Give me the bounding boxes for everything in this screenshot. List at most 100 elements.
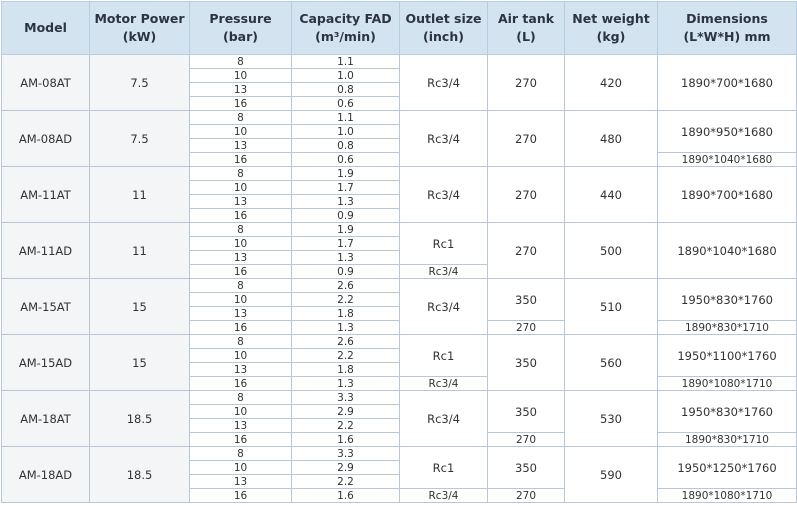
column-header: Dimensions (L*W*H) mm — [657, 1, 797, 55]
column-header: Air tank (L) — [487, 1, 565, 55]
capacity: 2.2 — [291, 292, 400, 307]
model: AM-18AT — [1, 390, 90, 447]
pressure: 8 — [189, 278, 292, 293]
pressure: 13 — [189, 306, 292, 321]
air-tank: 350 — [487, 334, 565, 391]
capacity: 2.2 — [291, 418, 400, 433]
table-row: 13 2.2 — [2, 418, 797, 433]
capacity: 1.3 — [291, 320, 400, 335]
table-row: 13 1.3 — [2, 194, 797, 209]
air-tank: 270 — [487, 488, 565, 503]
column-header: Capacity FAD (m³/min) — [291, 1, 400, 55]
header-line: Pressure — [209, 11, 272, 26]
capacity: 1.9 — [291, 166, 400, 181]
table-row: 10 2.2 — [2, 348, 797, 363]
pressure: 16 — [189, 208, 292, 223]
capacity: 1.1 — [291, 54, 400, 69]
capacity: 1.1 — [291, 110, 400, 125]
motor-power: 11 — [89, 166, 190, 223]
pressure: 10 — [189, 460, 292, 475]
dimensions: 1890*830*1710 — [657, 432, 797, 447]
column-header: Pressure (bar) — [189, 1, 292, 55]
header-line: (m³/min) — [315, 29, 376, 44]
motor-power: 15 — [89, 278, 190, 335]
model: AM-11AT — [1, 166, 90, 223]
pressure: 13 — [189, 474, 292, 489]
dimensions: 1890*700*1680 — [657, 166, 797, 223]
capacity: 1.3 — [291, 250, 400, 265]
pressure: 8 — [189, 110, 292, 125]
pressure: 8 — [189, 222, 292, 237]
model: AM-15AD — [1, 334, 90, 391]
header-line: (L) — [516, 29, 536, 44]
header-line: Air tank — [497, 11, 555, 26]
net-weight: 510 — [564, 278, 658, 335]
capacity: 0.8 — [291, 82, 400, 97]
capacity: 1.0 — [291, 68, 400, 83]
pressure: 10 — [189, 348, 292, 363]
table-row: 10 1.7 — [2, 236, 797, 251]
header-line: Net weight — [572, 11, 650, 26]
pressure: 16 — [189, 376, 292, 391]
capacity: 1.8 — [291, 362, 400, 377]
capacity: 2.6 — [291, 278, 400, 293]
pressure: 10 — [189, 124, 292, 139]
table-row: AM-15AT 15 8 2.6 Rc3/4 350 510 1950*830*1760 — [1, 278, 797, 335]
model: AM-15AT — [1, 278, 90, 335]
capacity: 1.0 — [291, 124, 400, 139]
pressure: 16 — [189, 264, 292, 279]
capacity: 0.9 — [291, 208, 400, 223]
pressure: 10 — [189, 404, 292, 419]
outlet-size: Rc3/4 — [399, 110, 488, 167]
capacity: 1.8 — [291, 306, 400, 321]
outlet-size: Rc3/4 — [399, 390, 488, 447]
outlet-size: Rc3/4 — [399, 54, 488, 111]
table-row: 16 0.6 — [2, 96, 797, 111]
pressure: 10 — [189, 236, 292, 251]
capacity: 1.6 — [291, 432, 400, 447]
outlet-size: Rc3/4 — [399, 488, 488, 503]
net-weight: 500 — [564, 222, 658, 279]
header-line: (inch) — [423, 29, 464, 44]
pressure: 16 — [189, 152, 292, 167]
capacity: 1.7 — [291, 180, 400, 195]
capacity: 0.6 — [291, 96, 400, 111]
table-row: AM-08AT 7.5 8 1.1 Rc3/4 270 420 1890*700*1680 — [1, 54, 797, 111]
header-line: Motor Power — [94, 11, 185, 26]
dimensions: 1890*830*1710 — [657, 320, 797, 335]
pressure: 13 — [189, 82, 292, 97]
table-body: AM-08AT 7.5 8 1.1 Rc3/4 270 420 1890*700*1680 10… — [1, 54, 797, 503]
capacity: 1.3 — [291, 376, 400, 391]
capacity: 3.3 — [291, 446, 400, 461]
air-tank: 350 — [487, 446, 565, 489]
pressure: 10 — [189, 180, 292, 195]
table-row: 16 1.6 Rc3/4 270 1890*1080*1710 — [2, 488, 797, 503]
column-header: Outlet size (inch) — [399, 1, 488, 55]
air-tank: 270 — [487, 222, 565, 279]
dimensions: 1890*700*1680 — [657, 54, 797, 111]
table-row: AM-15AD 15 8 2.6 Rc1 350 560 1950*1100*1760 — [1, 334, 797, 391]
net-weight: 480 — [564, 110, 658, 167]
capacity: 1.3 — [291, 194, 400, 209]
outlet-size: Rc3/4 — [399, 166, 488, 223]
pressure: 16 — [189, 96, 292, 111]
pressure: 8 — [189, 54, 292, 69]
pressure: 8 — [189, 166, 292, 181]
dimensions: 1950*830*1760 — [657, 390, 797, 433]
pressure: 13 — [189, 362, 292, 377]
dimensions: 1890*950*1680 — [657, 110, 797, 153]
header-line: Outlet size — [405, 11, 482, 26]
model: AM-11AD — [1, 222, 90, 279]
header-line: (kg) — [596, 29, 626, 44]
column-header: Model — [1, 1, 90, 55]
pressure: 8 — [189, 334, 292, 349]
outlet-size: Rc1 — [399, 334, 488, 377]
capacity: 1.7 — [291, 236, 400, 251]
motor-power: 7.5 — [89, 54, 190, 111]
outlet-size: Rc3/4 — [399, 376, 488, 391]
outlet-size: Rc3/4 — [399, 278, 488, 335]
net-weight: 530 — [564, 390, 658, 447]
dimensions: 1950*1250*1760 — [657, 446, 797, 489]
